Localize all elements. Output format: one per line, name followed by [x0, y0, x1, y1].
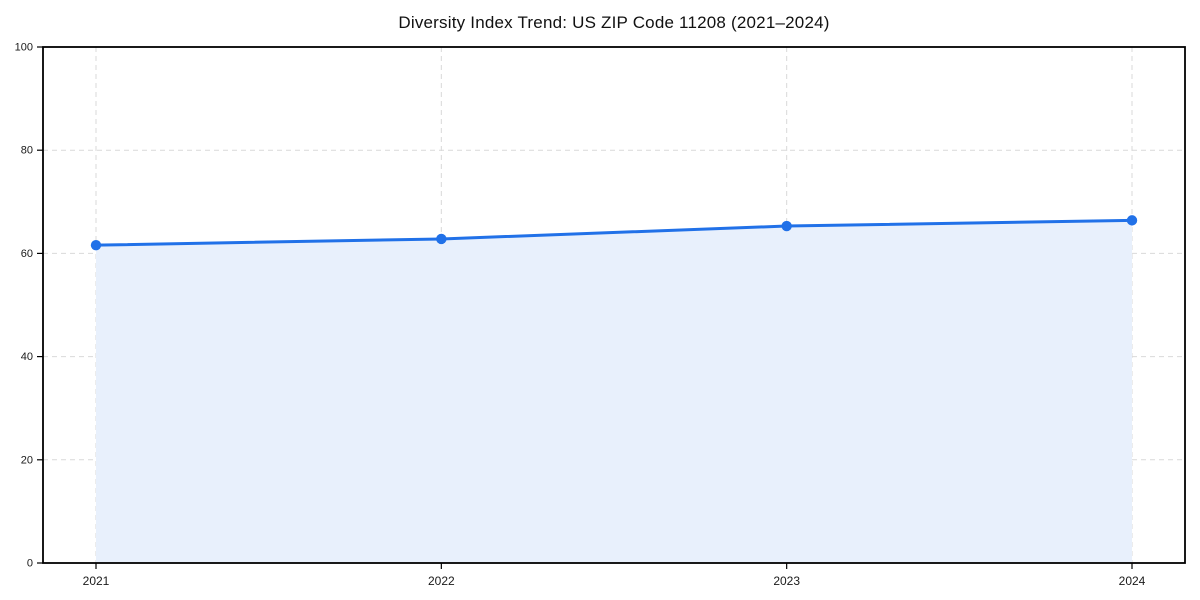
y-tick-label: 0: [27, 558, 33, 570]
y-tick-label: 80: [21, 145, 33, 157]
y-tick-label: 100: [15, 42, 33, 54]
trend-line: [94, 218, 1134, 247]
y-tick-label: 60: [21, 248, 33, 260]
x-tick-label: 2024: [1119, 574, 1146, 588]
data-point-2021: [90, 239, 102, 251]
data-point-2023: [781, 220, 792, 232]
chart-title: Diversity Index Trend: US ZIP Code 11208…: [398, 13, 830, 32]
data-point-2022: [436, 233, 447, 245]
x-tick-label: 2021: [83, 574, 110, 588]
area-fill: [96, 220, 1132, 563]
y-tick-label: 40: [21, 351, 33, 363]
x-tick-label: 2022: [428, 574, 455, 588]
x-tick-label: 2023: [773, 574, 800, 588]
data-point-2024: [1126, 215, 1138, 226]
y-tick-label: 20: [21, 454, 33, 466]
plot-frame: [42, 46, 1186, 564]
